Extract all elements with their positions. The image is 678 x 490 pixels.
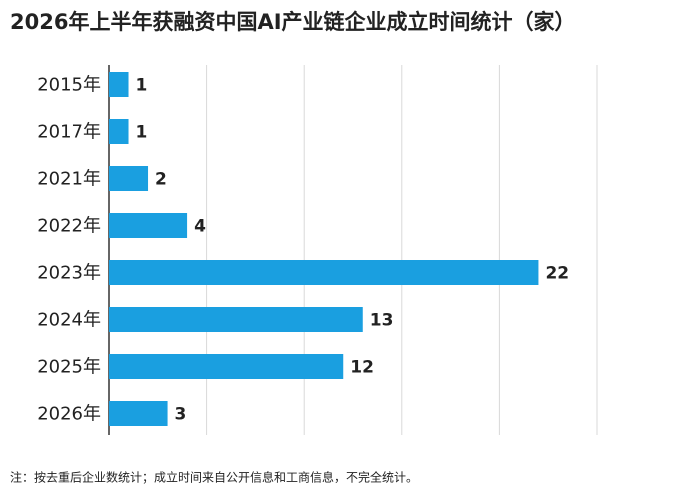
data-label: 2: [155, 170, 167, 190]
footnote: 注：按去重后企业数统计；成立时间来自公开信息和工商信息，不完全统计。: [10, 470, 418, 485]
data-label: 12: [350, 358, 374, 378]
bar: [109, 213, 188, 238]
chart-title: 2026年上半年获融资中国AI产业链企业成立时间统计（家）: [10, 10, 576, 34]
y-tick-label: 2025年: [37, 357, 101, 378]
y-tick-label: 2026年: [37, 404, 101, 425]
bar: [109, 119, 129, 144]
data-label: 1: [136, 123, 148, 143]
y-tick-label: 2023年: [37, 263, 101, 284]
bar: [109, 401, 168, 426]
bar: [109, 260, 539, 285]
data-label: 22: [545, 264, 569, 284]
y-tick-label: 2021年: [37, 169, 101, 190]
bar: [109, 72, 129, 97]
y-tick-label: 2024年: [37, 310, 101, 331]
y-tick-label: 2017年: [37, 122, 101, 143]
data-label: 3: [175, 405, 187, 425]
y-tick-label: 2022年: [37, 216, 101, 237]
data-label: 4: [194, 217, 206, 237]
bar: [109, 354, 344, 379]
y-tick-label: 2015年: [37, 75, 101, 96]
data-label: 1: [136, 76, 148, 96]
bar: [109, 166, 149, 191]
bar: [109, 307, 363, 332]
data-label: 13: [370, 311, 394, 331]
